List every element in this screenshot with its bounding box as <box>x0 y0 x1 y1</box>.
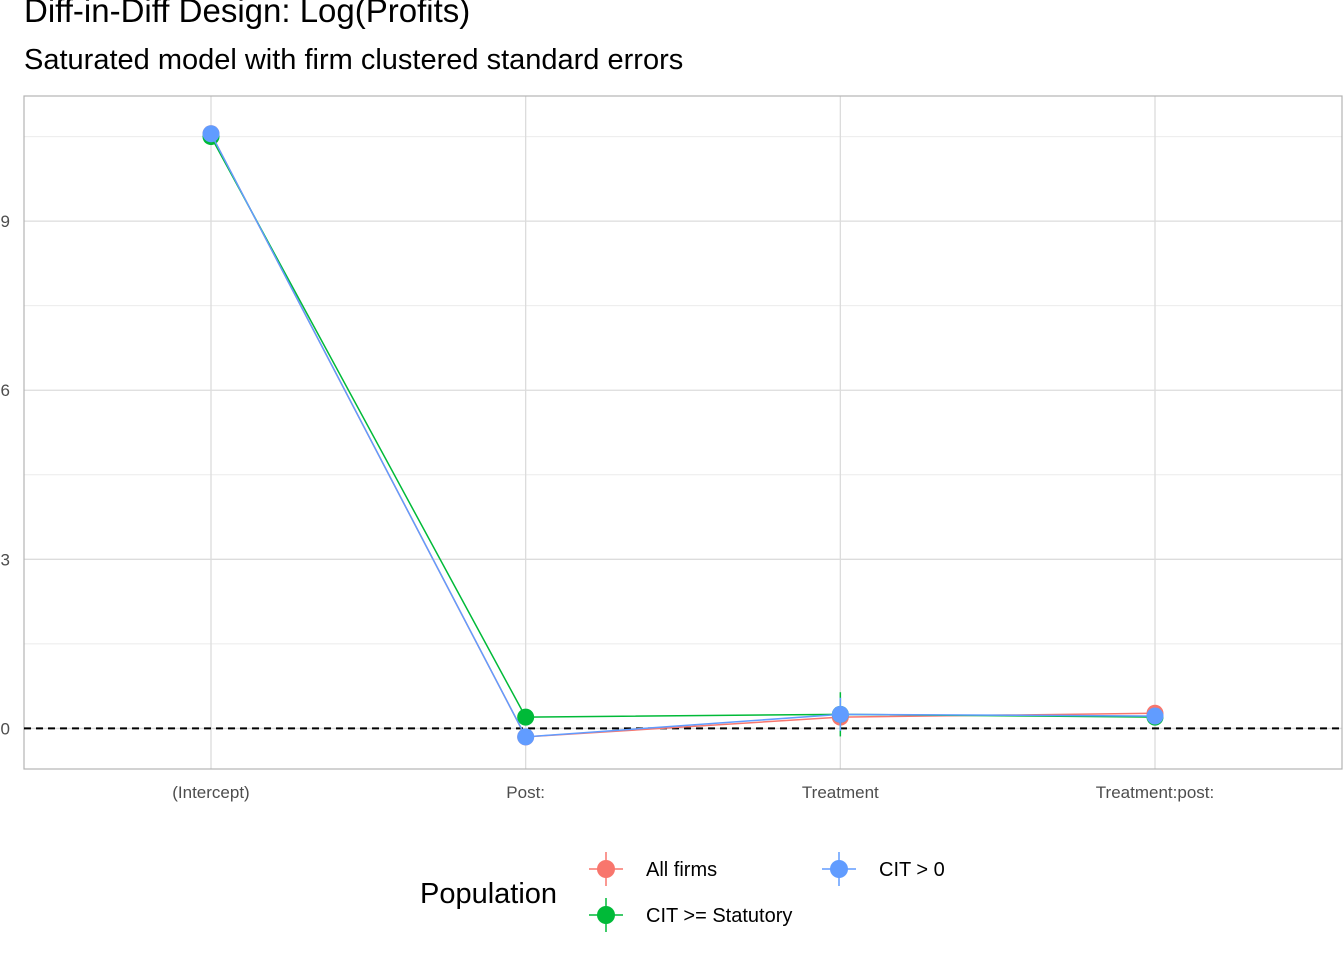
legend-item-0: All firms <box>589 852 717 886</box>
legend-item-2: CIT > 0 <box>822 852 945 886</box>
legend: Population All firms CIT >= Statutory CIT … <box>420 852 945 932</box>
legend-item-1: CIT >= Statutory <box>589 898 792 932</box>
data-point <box>517 708 535 726</box>
chart-subtitle: Saturated model with firm clustered stan… <box>24 44 684 76</box>
data-point <box>517 728 535 746</box>
series-line <box>210 133 1156 738</box>
legend-key-point <box>597 860 615 878</box>
legend-key-point <box>597 906 615 924</box>
y-tick-label: 6 <box>1 381 10 400</box>
y-axis-ticks: 0 3 6 9 <box>1 212 10 738</box>
series-layer <box>202 125 1164 746</box>
series-1 <box>202 128 1164 737</box>
data-point <box>1146 707 1164 725</box>
legend-title: Population <box>420 878 557 910</box>
legend-key-point <box>830 860 848 878</box>
grid-lines <box>24 96 1342 769</box>
y-tick-label: 9 <box>1 212 10 231</box>
y-tick-label: 0 <box>1 719 10 738</box>
legend-label: CIT >= Statutory <box>646 905 792 927</box>
data-point <box>202 125 220 143</box>
x-tick-label: Treatment:post: <box>1096 783 1214 802</box>
panel-border <box>23 95 1343 770</box>
series-0 <box>202 125 1164 746</box>
series-line <box>210 133 1156 738</box>
chart-title: Diff-in-Diff Design: Log(Profits) <box>24 0 471 29</box>
x-tick-label: Post: <box>506 783 545 802</box>
data-point <box>831 705 849 723</box>
y-tick-label: 3 <box>1 550 10 569</box>
x-tick-label: Treatment <box>802 783 879 802</box>
x-tick-label: (Intercept) <box>172 783 249 802</box>
legend-label: All firms <box>646 859 717 881</box>
series-line <box>210 136 1156 718</box>
series-2 <box>202 125 1164 746</box>
legend-label: CIT > 0 <box>879 859 945 881</box>
x-axis-ticks: (Intercept) Post: Treatment Treatment:post: <box>172 783 1214 802</box>
